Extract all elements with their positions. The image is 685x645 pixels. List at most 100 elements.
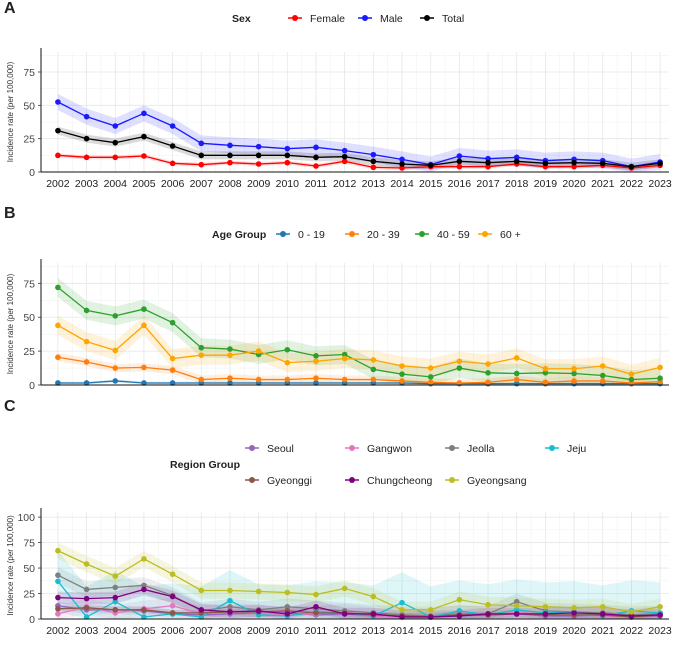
x-tick-label: 2017 [476, 625, 500, 637]
data-point-gyeongsang-2020 [571, 604, 577, 611]
data-point-male-2014 [399, 156, 405, 163]
data-point-gyeongsang-2017 [485, 601, 491, 608]
data-point-chungcheong-2015 [427, 614, 434, 620]
y-tick-label: 75 [23, 278, 35, 290]
data-point-chungcheong-2022 [628, 613, 635, 619]
data-point-40-59-2015 [427, 374, 434, 380]
x-tick-label: 2012 [333, 178, 357, 190]
legend-label: Female [310, 13, 345, 25]
legend-label: Gyeonggi [267, 475, 312, 487]
data-point-20-39-2016 [456, 380, 463, 386]
legend-item-chungcheong: Chungcheong [345, 475, 433, 487]
data-point-40-59-2013 [370, 366, 377, 373]
data-point-female-2009 [255, 161, 262, 167]
data-point-jeolla-2005 [141, 582, 147, 589]
data-point-40-59-2010 [284, 346, 291, 353]
data-point-20-39-2017 [485, 379, 491, 386]
data-point-total-2006 [169, 143, 176, 149]
data-point-female-2020 [571, 163, 577, 170]
data-point-gangwon-2002 [55, 611, 61, 617]
y-tick-label: 25 [23, 346, 35, 358]
legend-title: Age Group [212, 229, 266, 241]
legend-item-female: Female [288, 13, 345, 25]
data-point-gyeongsang-2003 [83, 561, 90, 567]
data-point-20-39-2002 [55, 354, 61, 361]
legend: Age Group 0 - 19 20 - 39 40 - 59 60 + [212, 229, 521, 241]
data-point-gyeongsang-2019 [542, 603, 549, 610]
legend-swatch-point [349, 477, 355, 483]
x-tick-label: 2014 [390, 625, 414, 637]
data-point-40-59-2004 [112, 313, 119, 319]
y-tick-label: 75 [23, 538, 35, 550]
data-point-gyeongsang-2013 [370, 593, 377, 600]
data-point-20-39-2003 [83, 359, 90, 365]
legend-swatch-point [249, 445, 255, 451]
data-point-60-2012 [341, 355, 348, 362]
x-tick-label: 2005 [132, 178, 156, 190]
legend-swatch-point [549, 445, 555, 451]
data-point-jeolla-2002 [55, 572, 61, 578]
data-point-male-2017 [485, 155, 491, 162]
y-tick-label: 25 [23, 589, 35, 601]
x-tick-label: 2003 [75, 625, 99, 637]
data-point-0-19-2003 [83, 380, 90, 386]
data-point-60-2018 [513, 355, 520, 361]
data-point-total-2013 [370, 158, 377, 165]
data-point-60-2022 [628, 371, 635, 377]
data-point-40-59-2005 [141, 306, 147, 312]
ci-band-40-59 [57, 277, 661, 385]
data-point-20-39-2007 [198, 376, 205, 383]
data-point-total-2005 [141, 133, 147, 140]
x-tick-label: 2016 [448, 178, 472, 190]
data-point-total-2011 [313, 154, 319, 161]
ci-band-total [57, 126, 661, 171]
data-point-gyeongsang-2007 [198, 587, 205, 594]
data-point-40-59-2021 [599, 372, 606, 379]
x-tick-label: 2019 [534, 178, 558, 190]
y-axis-label: Incidence rate (per 100,000) [6, 273, 15, 374]
legend-label: 40 - 59 [437, 229, 470, 241]
data-point-gyeongsang-2002 [55, 547, 61, 554]
data-point-female-2017 [485, 163, 491, 170]
data-point-chungcheong-2004 [112, 594, 119, 601]
x-tick-label: 2012 [333, 625, 357, 637]
x-tick-label: 2009 [247, 178, 271, 190]
ci-band-20-39 [57, 353, 661, 385]
x-tick-label: 2011 [305, 178, 328, 190]
data-point-gyeonggi-2006 [169, 610, 176, 616]
data-point-0-19-2002 [55, 380, 61, 386]
data-point-female-2007 [198, 161, 205, 168]
data-point-60-2002 [55, 322, 61, 329]
series-line-0-19 [57, 380, 661, 385]
data-point-20-39-2018 [513, 376, 520, 383]
data-point-40-59-2023 [657, 375, 663, 382]
x-tick-label: 2013 [362, 625, 386, 637]
data-point-chungcheong-2009 [255, 608, 262, 614]
data-point-60-2020 [571, 365, 577, 372]
data-point-total-2003 [83, 135, 90, 142]
data-point-chungcheong-2023 [657, 612, 663, 618]
data-point-total-2015 [427, 162, 434, 169]
x-tick-label: 2014 [390, 178, 414, 190]
data-point-jeju-2018 [513, 607, 520, 613]
data-point-gyeongsang-2018 [513, 602, 520, 609]
data-point-gyeongsang-2022 [628, 609, 635, 615]
data-point-jeju-2016 [456, 608, 463, 614]
data-point-40-59-2006 [169, 319, 176, 326]
data-point-male-2006 [169, 123, 176, 129]
data-point-total-2020 [571, 159, 577, 166]
legend-item-jeju: Jeju [545, 443, 586, 455]
y-tick-label: 50 [23, 100, 35, 112]
data-point-jeju-2007 [198, 614, 205, 620]
data-point-60-2017 [485, 361, 491, 367]
x-tick-label: 2016 [448, 625, 472, 637]
series-line-chungcheong [57, 588, 661, 618]
y-tick-label: 0 [29, 614, 35, 626]
data-point-chungcheong-2011 [313, 603, 319, 610]
series-line-20-39 [57, 356, 661, 384]
legend-item-male: Male [358, 13, 403, 25]
data-point-40-59-2017 [485, 370, 491, 376]
legend-swatch-point [349, 445, 355, 451]
data-point-chungcheong-2014 [399, 614, 405, 620]
x-tick-label: 2006 [161, 625, 185, 637]
